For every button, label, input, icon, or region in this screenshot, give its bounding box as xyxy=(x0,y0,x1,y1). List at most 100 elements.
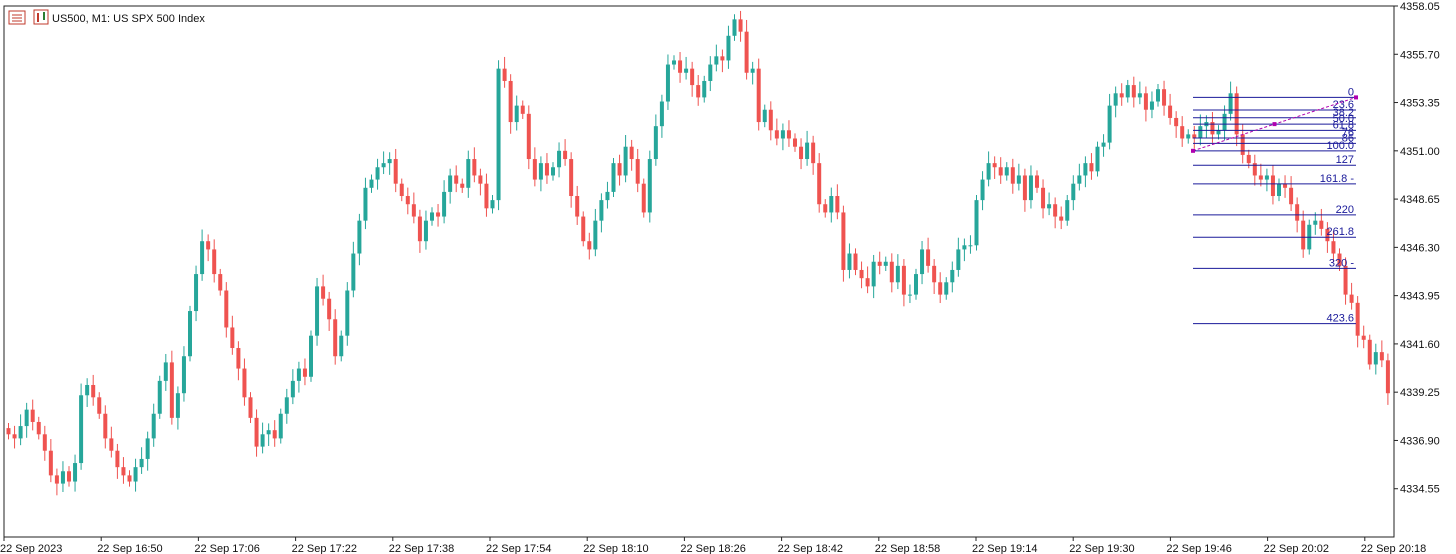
candle[interactable] xyxy=(369,174,374,193)
candle[interactable] xyxy=(436,204,441,227)
symbol-icon[interactable] xyxy=(33,9,49,25)
candle[interactable] xyxy=(1168,93,1173,125)
candle[interactable] xyxy=(1264,168,1269,192)
candle[interactable] xyxy=(805,130,810,166)
candle[interactable] xyxy=(520,100,525,119)
candle[interactable] xyxy=(79,383,84,470)
chart-list-icon[interactable] xyxy=(8,10,26,25)
candle[interactable] xyxy=(345,282,350,346)
candle[interactable] xyxy=(944,277,949,300)
candle[interactable] xyxy=(1277,178,1281,202)
candle[interactable] xyxy=(538,156,543,192)
candle[interactable] xyxy=(1101,134,1106,157)
candle[interactable] xyxy=(974,194,979,251)
candle[interactable] xyxy=(853,248,858,276)
candle[interactable] xyxy=(847,243,852,279)
candle[interactable] xyxy=(895,254,900,290)
candle[interactable] xyxy=(823,199,828,218)
candle[interactable] xyxy=(302,358,307,386)
candle[interactable] xyxy=(423,210,428,250)
candle[interactable] xyxy=(992,156,997,179)
candle[interactable] xyxy=(1228,81,1233,121)
price-axis[interactable]: 4358.05 4355.70 4353.35 4351.00 4348.65 4346.… xyxy=(1394,1,1440,496)
candle[interactable] xyxy=(1289,176,1294,212)
candle[interactable] xyxy=(212,239,217,283)
candle[interactable] xyxy=(1313,212,1318,235)
candle[interactable] xyxy=(54,468,59,496)
candle[interactable] xyxy=(732,14,737,41)
candle[interactable] xyxy=(30,399,35,431)
candle[interactable] xyxy=(357,213,362,266)
candle[interactable] xyxy=(799,138,804,170)
candle[interactable] xyxy=(938,272,943,304)
candle[interactable] xyxy=(200,229,205,281)
candle[interactable] xyxy=(653,114,658,166)
candle[interactable] xyxy=(811,135,816,175)
candle[interactable] xyxy=(1222,105,1227,141)
candle[interactable] xyxy=(18,414,23,446)
candle[interactable] xyxy=(544,153,549,184)
candle[interactable] xyxy=(454,165,459,193)
candle[interactable] xyxy=(593,208,598,257)
candle[interactable] xyxy=(484,173,489,217)
candle[interactable] xyxy=(877,251,882,275)
candle[interactable] xyxy=(48,439,53,483)
candle[interactable] xyxy=(1095,141,1100,177)
candle[interactable] xyxy=(363,177,368,230)
candle[interactable] xyxy=(835,184,840,220)
candle[interactable] xyxy=(859,261,864,289)
candle[interactable] xyxy=(502,56,507,88)
candle[interactable] xyxy=(1047,192,1052,216)
candle[interactable] xyxy=(393,148,398,193)
candle[interactable] xyxy=(1077,163,1082,191)
candle[interactable] xyxy=(133,458,138,492)
candle[interactable] xyxy=(85,378,90,407)
candle[interactable] xyxy=(998,157,1003,184)
candle[interactable] xyxy=(1355,296,1360,348)
candle[interactable] xyxy=(375,158,380,190)
candle[interactable] xyxy=(448,168,453,204)
candle[interactable] xyxy=(635,148,640,193)
candle[interactable] xyxy=(1028,165,1033,209)
candle[interactable] xyxy=(1270,165,1275,205)
candle[interactable] xyxy=(1016,163,1021,191)
candle[interactable] xyxy=(411,192,416,224)
candle[interactable] xyxy=(871,254,876,299)
candle[interactable] xyxy=(696,75,701,106)
candle[interactable] xyxy=(962,238,967,262)
candle[interactable] xyxy=(1349,282,1354,310)
candle[interactable] xyxy=(907,284,912,304)
candle[interactable] xyxy=(296,361,301,393)
candle[interactable] xyxy=(1041,179,1046,219)
candle[interactable] xyxy=(284,388,289,424)
candle[interactable] xyxy=(169,350,174,425)
time-axis[interactable]: 22 Sep 2023 22 Sep 16:50 22 Sep 17:06 22 Se… xyxy=(0,537,1426,554)
candle[interactable] xyxy=(242,358,247,406)
candle[interactable] xyxy=(175,386,180,430)
candle[interactable] xyxy=(248,392,253,423)
candle[interactable] xyxy=(260,422,265,454)
candle[interactable] xyxy=(762,104,767,128)
candle[interactable] xyxy=(496,60,501,211)
candle[interactable] xyxy=(405,187,410,215)
candle[interactable] xyxy=(1053,197,1058,229)
candle[interactable] xyxy=(442,180,447,224)
candle[interactable] xyxy=(1035,170,1039,193)
candle[interactable] xyxy=(315,277,320,346)
candle[interactable] xyxy=(926,237,931,273)
candle[interactable] xyxy=(1367,334,1372,370)
candle[interactable] xyxy=(1180,116,1185,147)
candle[interactable] xyxy=(641,178,646,218)
candle[interactable] xyxy=(690,61,695,97)
candle[interactable] xyxy=(139,447,144,474)
candle[interactable] xyxy=(817,153,822,213)
candle[interactable] xyxy=(569,152,574,208)
candle[interactable] xyxy=(514,95,519,131)
candle[interactable] xyxy=(1059,206,1064,230)
candle[interactable] xyxy=(1361,325,1366,349)
candle[interactable] xyxy=(73,454,78,492)
candle[interactable] xyxy=(1004,162,1009,181)
candle[interactable] xyxy=(339,330,344,362)
candle[interactable] xyxy=(188,305,192,362)
